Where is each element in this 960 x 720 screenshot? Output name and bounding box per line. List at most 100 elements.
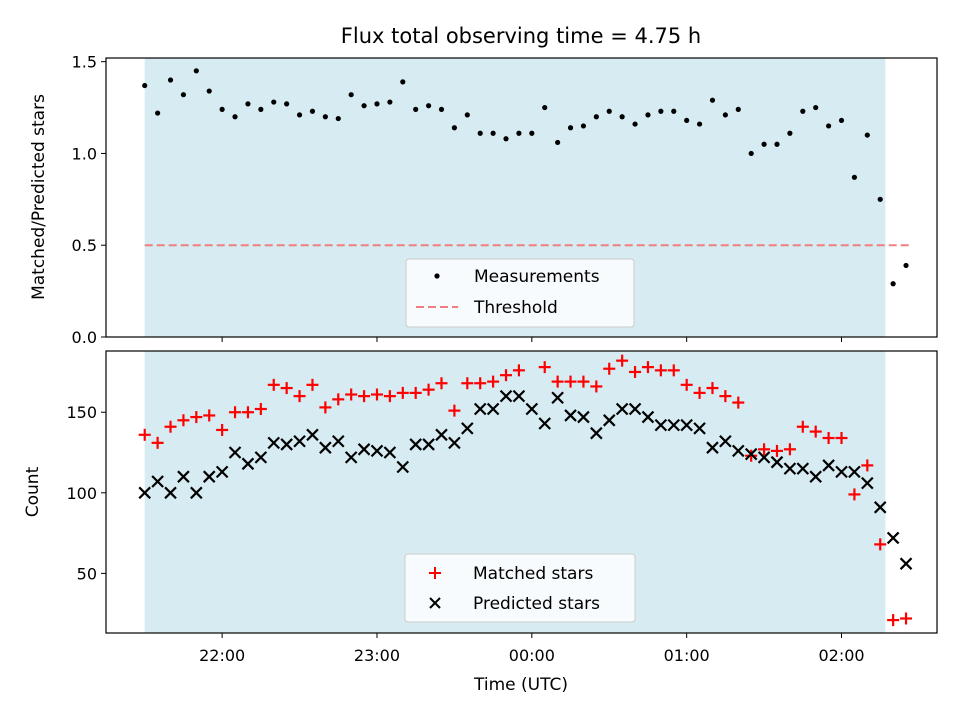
measurement-point — [864, 132, 870, 138]
matched-star-point — [616, 354, 629, 367]
matched-star-point — [887, 614, 900, 627]
measurement-point — [800, 108, 806, 114]
measurement-point — [167, 77, 174, 83]
predicted-star-point — [770, 455, 784, 469]
predicted-star-point — [680, 418, 693, 432]
predicted-star-point — [396, 460, 410, 474]
predicted-star-point — [796, 462, 810, 475]
measurement-point — [877, 196, 883, 202]
bottom-frame — [105, 350, 938, 634]
measurement-point — [348, 92, 354, 98]
matched-star-point — [138, 428, 151, 441]
measurement-point — [387, 99, 393, 105]
measurement-point — [826, 123, 832, 129]
measurement-point — [580, 123, 587, 129]
x-axis-label: Time (UTC) — [473, 675, 568, 695]
predicted-star-point — [331, 434, 345, 448]
predicted-star-point — [190, 486, 203, 500]
legend-matched-label: Matched stars — [473, 564, 593, 584]
matched-star-point — [538, 361, 551, 374]
legend-measurements-marker — [434, 273, 440, 279]
predicted-star-point — [667, 418, 681, 432]
matched-star-point — [667, 364, 680, 377]
top-frame — [105, 57, 938, 338]
measurement-point — [658, 108, 664, 114]
y-tick-label: 1.5 — [72, 53, 97, 72]
measurement-point — [774, 141, 780, 147]
y-tick-label: 150 — [66, 403, 97, 422]
predicted-star-point — [254, 451, 268, 464]
matched-star-point — [435, 377, 448, 390]
measurement-point — [374, 101, 380, 107]
predicted-star-point — [383, 446, 397, 459]
x-tick-label: 00:00 — [509, 646, 555, 665]
predicted-star-point — [177, 470, 190, 483]
top-x-axis — [221, 337, 843, 342]
matched-star-point — [383, 390, 396, 403]
bottom-y-axis-label: Count — [23, 466, 43, 517]
chart-title: Flux total observing time = 4.75 h — [341, 24, 701, 48]
predicted-star-point — [654, 418, 668, 432]
bottom-y-axis: 50 100 150 — [66, 403, 106, 583]
predicted-star-point — [138, 486, 151, 500]
measurement-point — [567, 125, 574, 131]
matched-star-point — [293, 390, 306, 403]
matched-star-point — [422, 383, 435, 396]
predicted-star-point — [267, 436, 281, 450]
matched-star-point — [564, 375, 577, 388]
matched-star-point — [216, 423, 229, 436]
predicted-star-point — [164, 486, 177, 500]
y-tick-label: 100 — [66, 484, 97, 503]
legend-threshold-label: Threshold — [473, 298, 558, 318]
matched-star-point — [693, 386, 706, 399]
predicted-star-point — [886, 531, 900, 545]
measurement-point — [516, 130, 522, 136]
measurement-point — [361, 103, 367, 109]
predicted-star-point — [628, 402, 642, 416]
measurement-point — [206, 88, 212, 94]
predicted-star-point — [525, 402, 539, 416]
predicted-star-point — [538, 417, 552, 430]
measurement-point — [258, 106, 264, 112]
measurement-point — [787, 130, 793, 136]
measurement-point — [245, 101, 251, 107]
legend-measurements-label: Measurements — [474, 267, 600, 287]
measurement-point — [180, 92, 187, 98]
predicted-star-point — [344, 451, 358, 464]
predicted-star-point — [590, 426, 603, 440]
measurement-point — [425, 103, 432, 109]
predicted-star-point — [512, 389, 526, 403]
count-points — [138, 354, 913, 627]
predicted-star-point — [435, 428, 448, 442]
matched-star-point — [770, 444, 783, 457]
matched-star-point — [822, 432, 835, 445]
measurement-point — [748, 150, 754, 157]
predicted-star-point — [486, 402, 500, 416]
predicted-star-point — [693, 422, 706, 435]
measurement-point — [309, 108, 316, 114]
measurement-point — [632, 121, 638, 127]
bottom-panel: 50 100 150 22:00 23:00 00:00 01:00 02:00 Count… — [23, 350, 938, 695]
predicted-star-point — [615, 402, 629, 416]
y-tick-label: 50 — [77, 564, 97, 583]
matched-star-point — [706, 382, 719, 395]
measurement-point — [219, 106, 225, 112]
predicted-star-point — [809, 470, 822, 483]
matched-star-point — [719, 390, 732, 403]
measurement-point — [761, 141, 767, 147]
matched-star-point — [474, 377, 487, 390]
predicted-star-point — [577, 410, 590, 424]
matched-star-point — [641, 361, 654, 374]
measurement-point — [671, 108, 677, 114]
measurement-point — [142, 82, 148, 89]
measurement-point — [619, 114, 625, 120]
matched-star-point — [848, 488, 861, 501]
measurement-point — [903, 262, 909, 269]
predicted-star-point — [319, 441, 332, 454]
matched-star-point — [280, 382, 293, 395]
predicted-star-point — [241, 457, 255, 471]
measurement-point — [464, 112, 470, 118]
matched-star-point — [900, 612, 913, 625]
matched-star-point — [758, 443, 771, 456]
